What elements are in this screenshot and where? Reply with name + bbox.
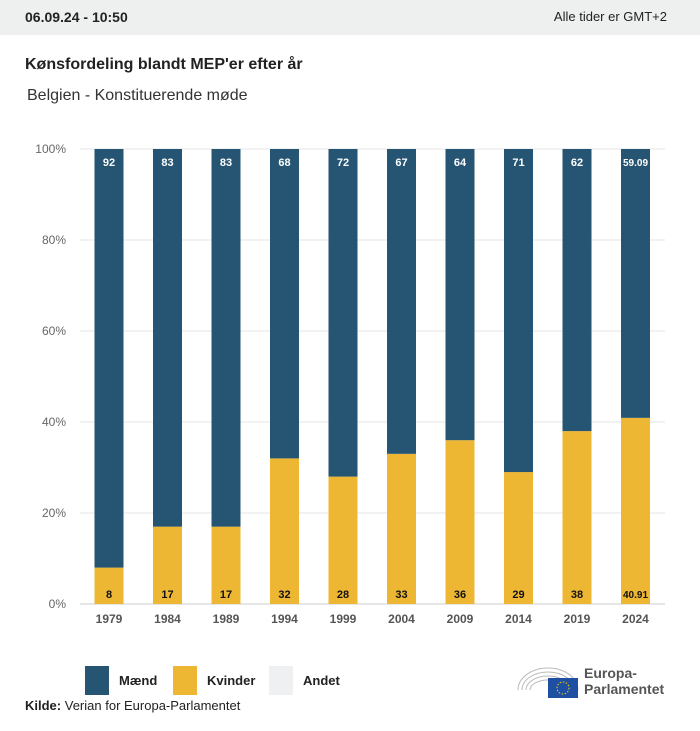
bar-mænd: [445, 149, 475, 441]
data-label: 17: [161, 589, 173, 601]
data-label: 36: [454, 589, 466, 601]
x-tick-label: 1984: [154, 612, 181, 626]
legend-swatch: [269, 666, 293, 695]
data-label: 64: [454, 157, 467, 169]
data-label: 28: [337, 589, 349, 601]
bar-chart: 0% 20% 40% 60% 80% 100% 8 92 1979 17 83 1984 17 83 198…: [35, 142, 665, 626]
y-tick-label: 60%: [42, 324, 66, 338]
timezone-note: Alle tider er GMT+2: [553, 9, 667, 24]
bar-kvinder: [328, 476, 358, 604]
bar-kvinder: [504, 472, 533, 604]
bar-mænd: [562, 149, 592, 432]
bar-mænd: [94, 149, 124, 568]
bar-kvinder: [445, 440, 475, 604]
data-label: 40.91: [623, 590, 648, 601]
x-tick-label: 2014: [505, 612, 532, 626]
legend-item-andet: Andet: [269, 666, 340, 695]
data-label: 83: [220, 157, 232, 169]
legend-item-kvinder: Kvinder: [173, 666, 255, 695]
bar-kvinder: [153, 526, 182, 604]
data-label: 72: [337, 157, 349, 169]
data-label: 59.09: [623, 158, 648, 169]
bar-mænd: [211, 149, 241, 527]
chart-subtitle: Belgien - Konstituerende møde: [27, 87, 248, 104]
bar-kvinder: [562, 431, 592, 604]
data-label: 38: [571, 589, 583, 601]
source-note: Kilde: Verian for Europa-Parlamentet: [25, 698, 241, 713]
data-label: 62: [571, 157, 583, 169]
bar-mænd: [504, 149, 533, 473]
y-tick-label: 0%: [49, 597, 67, 611]
europarl-logo: [517, 667, 579, 698]
bar-mænd: [270, 149, 299, 459]
data-label: 8: [106, 589, 112, 601]
header-bar: 06.09.24 - 10:50 Alle tider er GMT+2: [0, 0, 700, 35]
data-label: 68: [278, 157, 290, 169]
x-tick-label: 1979: [96, 612, 123, 626]
logo-text: Europa- Parlamentet: [584, 665, 665, 697]
data-label: 83: [161, 157, 173, 169]
x-tick-label: 2009: [447, 612, 474, 626]
bar-mænd: [153, 149, 182, 527]
data-label: 92: [103, 157, 115, 169]
x-tick-label: 2004: [388, 612, 415, 626]
y-tick-label: 100%: [35, 142, 66, 156]
y-tick-label: 40%: [42, 415, 66, 429]
legend-swatch: [85, 666, 109, 695]
bar-mænd: [621, 149, 650, 418]
data-label: 29: [512, 589, 524, 601]
y-tick-label: 20%: [42, 506, 66, 520]
x-tick-label: 1994: [271, 612, 298, 626]
x-tick-label: 1999: [330, 612, 357, 626]
bar-kvinder: [94, 567, 124, 604]
data-label: 32: [278, 589, 290, 601]
bar-kvinder: [621, 417, 650, 604]
bar-kvinder: [211, 526, 241, 604]
y-tick-label: 80%: [42, 233, 66, 247]
bar-mænd: [328, 149, 358, 477]
data-label: 71: [512, 157, 524, 169]
data-label: 17: [220, 589, 232, 601]
x-tick-label: 2019: [564, 612, 591, 626]
x-tick-label: 1989: [213, 612, 240, 626]
data-label: 67: [395, 157, 407, 169]
data-label: 33: [395, 589, 407, 601]
bar-mænd: [387, 149, 416, 454]
legend-item-maend: Mænd: [85, 666, 157, 695]
x-tick-label: 2024: [622, 612, 649, 626]
chart-title: Kønsfordeling blandt MEP'er efter år: [25, 56, 303, 73]
legend-swatch: [173, 666, 197, 695]
bar-kvinder: [270, 458, 299, 604]
bar-kvinder: [387, 453, 416, 604]
timestamp: 06.09.24 - 10:50: [25, 9, 128, 25]
